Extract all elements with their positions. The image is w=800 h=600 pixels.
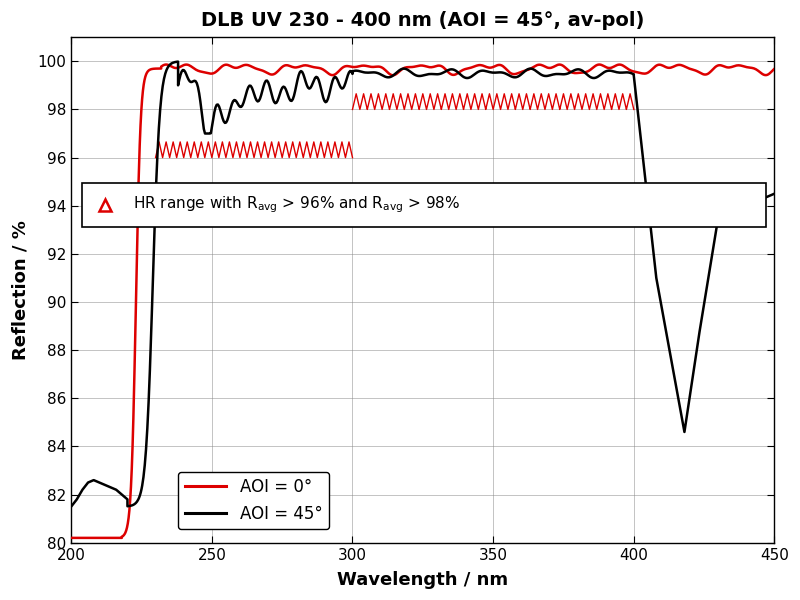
Legend: AOI = 0°, AOI = 45°: AOI = 0°, AOI = 45° (178, 472, 329, 529)
Title: DLB UV 230 - 400 nm (AOI = 45°, av-pol): DLB UV 230 - 400 nm (AOI = 45°, av-pol) (201, 11, 645, 30)
X-axis label: Wavelength / nm: Wavelength / nm (338, 571, 508, 589)
Bar (82, 183, 766, 227)
Text: HR range with R$_\mathregular{avg}$ > 96% and R$_\mathregular{avg}$ > 98%: HR range with R$_\mathregular{avg}$ > 96… (133, 194, 461, 215)
Y-axis label: Reflection / %: Reflection / % (11, 220, 29, 360)
